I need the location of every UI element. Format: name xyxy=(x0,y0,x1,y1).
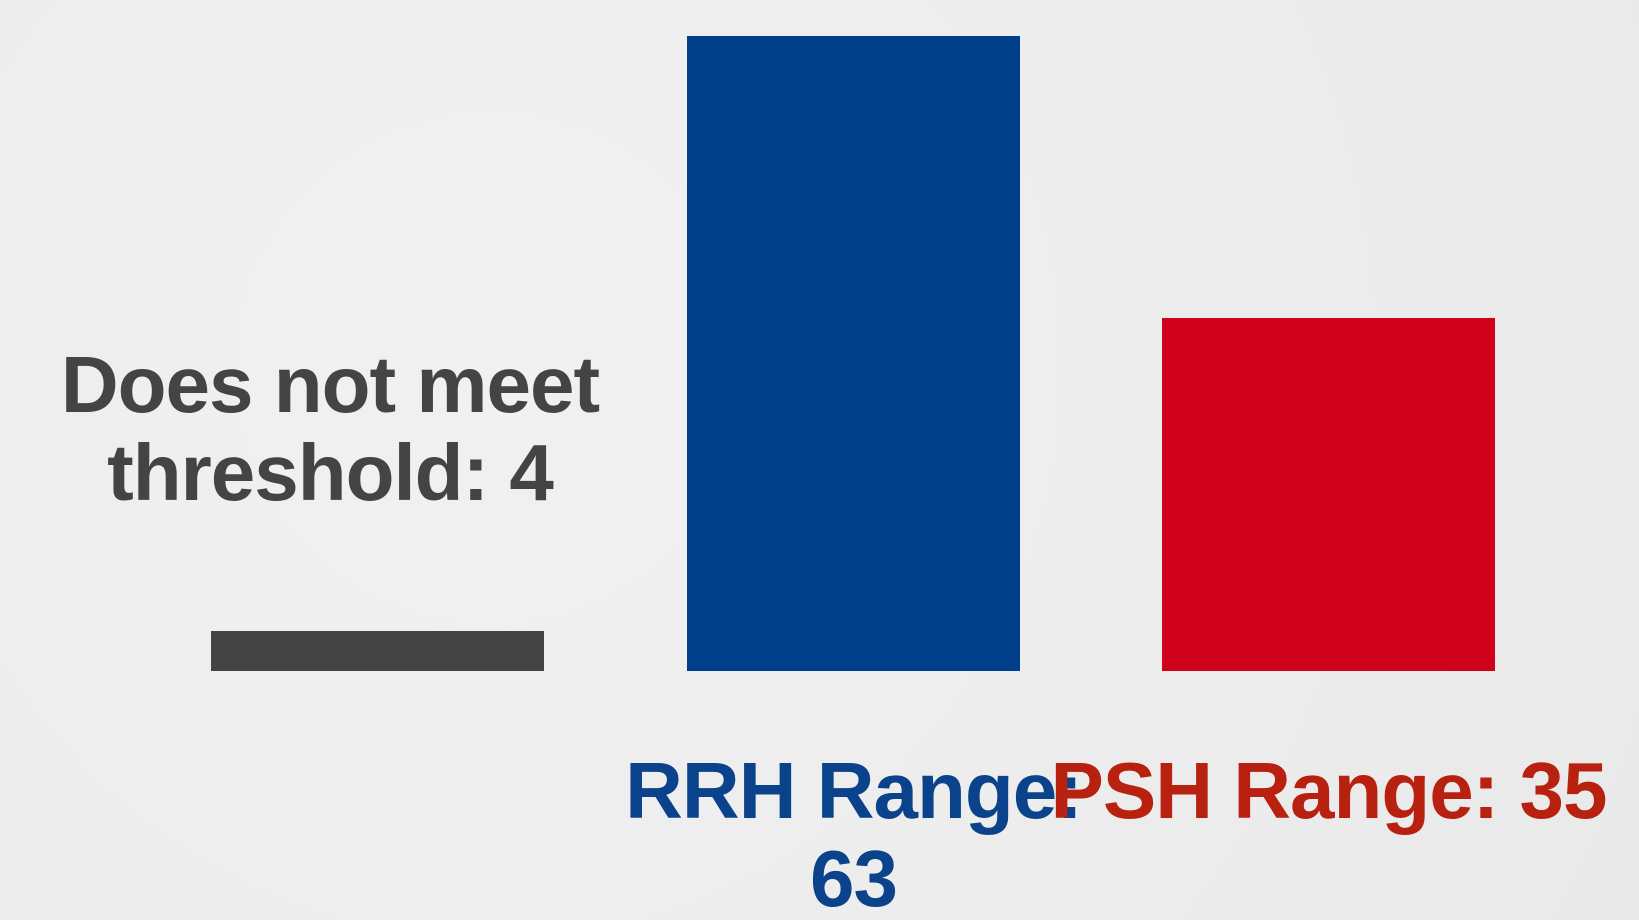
data-label: PSH Range: 35 xyxy=(1050,746,1607,835)
bar xyxy=(211,630,544,671)
data-label: RRH Range: 63 xyxy=(625,746,1083,920)
bar xyxy=(687,36,1020,671)
data-label: Does not meet threshold: 4 xyxy=(60,339,600,517)
bar xyxy=(1162,318,1495,671)
